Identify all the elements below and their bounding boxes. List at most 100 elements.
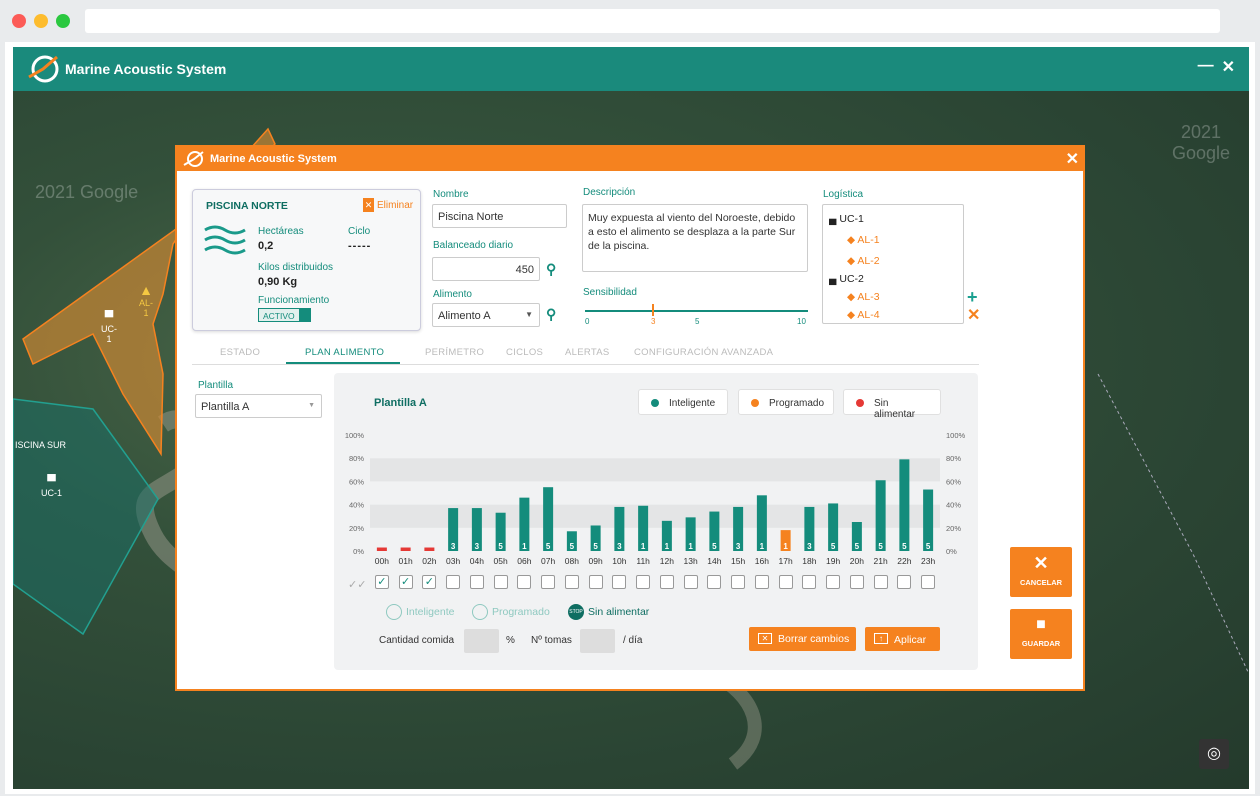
hour-checkbox[interactable]	[446, 575, 461, 589]
tab-plan-alimento[interactable]: PLAN ALIMENTO	[305, 347, 385, 358]
hour-checkbox[interactable]: ✓	[398, 575, 413, 589]
hour-checkbox[interactable]	[897, 575, 912, 589]
hour-checkbox[interactable]: ✓	[422, 575, 437, 589]
alimento-select[interactable]: Alimento A ▼	[432, 303, 540, 327]
tomas-input[interactable]	[580, 629, 615, 653]
hour-checkbox[interactable]	[564, 575, 579, 589]
hour-checkbox[interactable]	[778, 575, 793, 589]
x-tick-label: 18h	[802, 556, 816, 566]
descripcion-textarea[interactable]: Muy expuesta al viento del Noroeste, deb…	[582, 204, 808, 272]
hour-checkbox[interactable]	[921, 575, 936, 589]
maximize-dot[interactable]	[56, 14, 70, 28]
sensitivity-slider[interactable]	[585, 310, 808, 312]
chart-bar[interactable]	[685, 517, 696, 551]
borrar-cambios-button[interactable]: ✕ Borrar cambios	[749, 627, 856, 651]
chart-bar[interactable]	[851, 522, 862, 551]
modal-logo-icon	[183, 151, 204, 167]
mode-inteligente[interactable]: Inteligente	[386, 604, 454, 620]
hour-checkbox[interactable]	[517, 575, 532, 589]
hour-checkbox[interactable]	[707, 575, 722, 589]
sensitivity-thumb[interactable]	[652, 304, 654, 316]
chart-bar[interactable]	[875, 480, 886, 551]
guardar-button[interactable]: ■ GUARDAR	[1010, 609, 1072, 659]
chart-bar[interactable]	[780, 530, 791, 551]
hour-checkbox[interactable]	[588, 575, 603, 589]
chart-bar[interactable]	[709, 511, 720, 551]
delete-button[interactable]: ✕ Eliminar	[363, 198, 414, 212]
search-alimento-icon[interactable]: ⚲	[546, 306, 557, 322]
al-3-item[interactable]: ◆ AL-3	[847, 291, 880, 303]
hour-checkbox[interactable]	[683, 575, 698, 589]
tab-alertas[interactable]: ALERTAS	[565, 347, 610, 358]
mode-programado[interactable]: Programado	[472, 604, 550, 620]
uc-1-item[interactable]: ▄ UC-1	[829, 213, 864, 225]
tab-perimetro[interactable]: PERÍMETRO	[425, 347, 485, 358]
hour-checkbox[interactable]	[873, 575, 888, 589]
tab-ciclos[interactable]: CICLOS	[506, 347, 544, 358]
chart-bar[interactable]	[519, 497, 530, 551]
status-toggle[interactable]	[299, 308, 311, 322]
chart-bar[interactable]	[566, 531, 577, 551]
uc-marker-left[interactable]: ▀ UC-1	[41, 474, 63, 498]
chart-bar[interactable]	[495, 512, 506, 551]
chart-bar[interactable]	[733, 506, 744, 551]
chart-bar[interactable]	[661, 520, 672, 551]
feeding-bar-chart[interactable]: 0% 0% 20% 20% 40% 40% 60% 60% 80% 80% 100% 100% 00h 0…	[334, 427, 978, 587]
close-dot[interactable]	[12, 14, 26, 28]
minimize-dot[interactable]	[34, 14, 48, 28]
chart-bar[interactable]	[899, 459, 910, 551]
hour-checkbox[interactable]	[802, 575, 817, 589]
chart-bar[interactable]	[543, 487, 554, 551]
y-tick-right: 40%	[946, 501, 961, 510]
address-bar[interactable]	[85, 9, 1220, 33]
cancelar-button[interactable]: ✕ CANCELAR	[1010, 547, 1072, 597]
tab-estado[interactable]: ESTADO	[220, 347, 261, 358]
hour-checkbox[interactable]	[849, 575, 864, 589]
chart-bar[interactable]	[471, 508, 482, 551]
hour-checkbox[interactable]: ✓	[374, 575, 389, 589]
minimize-button[interactable]: —	[1197, 57, 1214, 74]
hour-checkbox[interactable]	[469, 575, 484, 589]
uc-marker-mid[interactable]: ▀ UC- 1	[101, 310, 117, 344]
aplicar-button[interactable]: ↑ Aplicar	[865, 627, 940, 651]
uc-2-item[interactable]: ▄ UC-2	[829, 273, 864, 285]
chart-bar[interactable]	[376, 547, 387, 551]
chart-bar[interactable]	[590, 525, 601, 551]
chart-bar[interactable]	[828, 503, 839, 551]
hour-checkbox[interactable]	[731, 575, 746, 589]
remove-icon[interactable]: ✕	[967, 307, 981, 324]
modal-close-button[interactable]: ✕	[1065, 151, 1079, 168]
tab-configuracion[interactable]: CONFIGURACIÓN AVANZADA	[634, 347, 774, 358]
globe-icon[interactable]: ◎	[1199, 739, 1229, 769]
nombre-label: Nombre	[433, 189, 469, 200]
hour-checkbox[interactable]	[612, 575, 627, 589]
cantidad-input[interactable]	[464, 629, 499, 653]
plantilla-select[interactable]: Plantilla A ▼	[195, 394, 322, 418]
chart-bar[interactable]	[400, 547, 411, 551]
hour-checkbox[interactable]	[826, 575, 841, 589]
close-app-button[interactable]: ✕	[1221, 59, 1235, 76]
chart-bar[interactable]	[424, 547, 435, 551]
mode-sin-alimentar[interactable]: STOP Sin alimentar	[568, 604, 649, 620]
chart-bar[interactable]	[638, 505, 649, 551]
chart-bar[interactable]	[448, 508, 459, 551]
al-4-item[interactable]: ◆ AL-4	[847, 309, 880, 321]
hour-checkbox[interactable]	[754, 575, 769, 589]
chart-bar[interactable]	[756, 495, 767, 551]
hour-checkbox[interactable]	[493, 575, 508, 589]
balanceado-input[interactable]: 450	[432, 257, 540, 281]
search-icon[interactable]: ⚲	[546, 261, 557, 277]
al-1-item[interactable]: ◆ AL-1	[847, 234, 880, 246]
nombre-input[interactable]: Piscina Norte	[432, 204, 567, 228]
add-icon[interactable]: +	[967, 287, 978, 307]
hour-checkbox[interactable]	[659, 575, 674, 589]
sensibilidad-label: Sensibilidad	[583, 287, 637, 298]
chart-bar[interactable]	[804, 506, 815, 551]
chart-bar[interactable]	[923, 489, 934, 551]
al-2-item[interactable]: ◆ AL-2	[847, 255, 880, 267]
al-marker-mid[interactable]: ▲ AL- 1	[139, 282, 154, 318]
hour-checkbox[interactable]	[636, 575, 651, 589]
chart-bar[interactable]	[614, 506, 625, 551]
hour-checkbox[interactable]	[541, 575, 556, 589]
check-all-icon[interactable]: ✓✓	[348, 579, 367, 591]
